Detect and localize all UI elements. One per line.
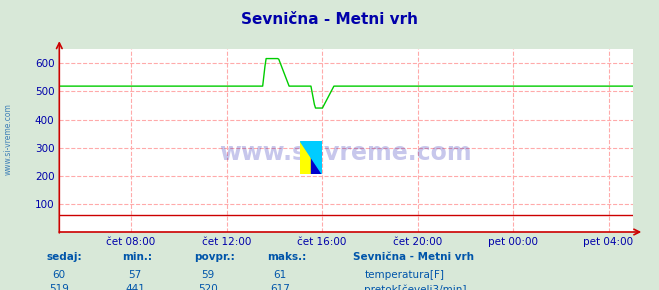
- Text: maks.:: maks.:: [267, 252, 306, 262]
- Text: min.:: min.:: [122, 252, 152, 262]
- Text: povpr.:: povpr.:: [194, 252, 235, 262]
- Polygon shape: [300, 141, 322, 174]
- Text: temperatura[F]: temperatura[F]: [364, 270, 444, 280]
- Text: 60: 60: [53, 270, 66, 280]
- Text: Sevnična - Metni vrh: Sevnična - Metni vrh: [241, 12, 418, 27]
- Text: 61: 61: [273, 270, 287, 280]
- Text: www.si-vreme.com: www.si-vreme.com: [219, 142, 473, 165]
- Text: 519: 519: [49, 284, 69, 290]
- Text: www.si-vreme.com: www.si-vreme.com: [4, 103, 13, 175]
- Text: 520: 520: [198, 284, 217, 290]
- Text: pretok[čevelj3/min]: pretok[čevelj3/min]: [364, 284, 467, 290]
- Bar: [300, 141, 311, 174]
- Bar: [311, 141, 322, 174]
- Text: 57: 57: [129, 270, 142, 280]
- Text: sedaj:: sedaj:: [46, 252, 82, 262]
- Text: 59: 59: [201, 270, 214, 280]
- Text: Sevnična - Metni vrh: Sevnična - Metni vrh: [353, 252, 474, 262]
- Text: 617: 617: [270, 284, 290, 290]
- Text: 441: 441: [125, 284, 145, 290]
